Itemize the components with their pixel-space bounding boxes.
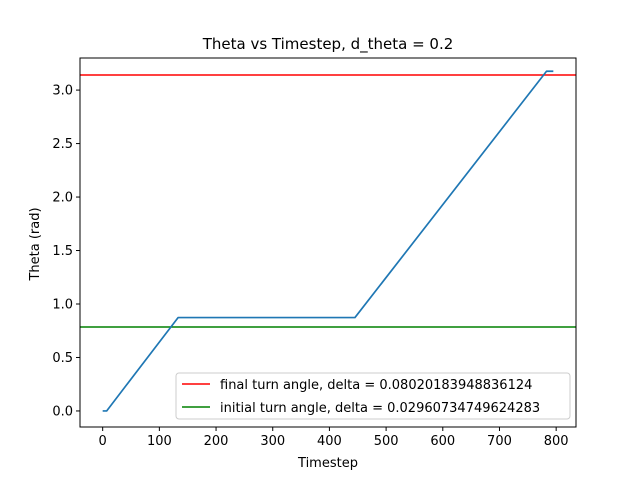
- x-tick-label: 500: [374, 434, 399, 449]
- y-tick-label: 1.5: [52, 244, 73, 259]
- x-tick-label: 300: [260, 434, 285, 449]
- y-tick-label: 0.5: [52, 351, 73, 366]
- y-tick-label: 1.0: [52, 298, 73, 313]
- x-axis-ticks: 0 100 200 300 400 500 600 700 800: [99, 427, 569, 449]
- x-tick-label: 700: [487, 434, 512, 449]
- y-tick-label: 2.0: [52, 191, 73, 206]
- y-tick-label: 0.0: [52, 404, 73, 419]
- plot-area: [80, 70, 576, 412]
- x-axis-label: Timestep: [297, 456, 358, 471]
- legend: final turn angle, delta = 0.080201839488…: [175, 372, 571, 420]
- chart-title: Theta vs Timestep, d_theta = 0.2: [202, 35, 454, 54]
- legend-frame: [175, 372, 571, 420]
- x-tick-label: 100: [147, 434, 172, 449]
- x-tick-label: 200: [204, 434, 229, 449]
- legend-label-final-turn-angle: final turn angle, delta = 0.080201839488…: [220, 378, 532, 393]
- axes-frame: [79, 57, 577, 428]
- x-tick-label: 800: [544, 434, 569, 449]
- legend-label-initial-turn-angle: initial turn angle, delta = 0.0296073474…: [220, 401, 540, 416]
- y-tick-label: 3.0: [52, 84, 73, 99]
- x-tick-label: 400: [317, 434, 342, 449]
- x-tick-label: 600: [430, 434, 455, 449]
- y-tick-label: 2.5: [52, 137, 73, 152]
- x-tick-label: 0: [99, 434, 107, 449]
- theta-series-line: [102, 70, 554, 412]
- y-axis-ticks: 0.0 0.5 1.0 1.5 2.0 2.5 3.0: [52, 84, 80, 419]
- y-axis-label: Theta (rad): [28, 207, 43, 281]
